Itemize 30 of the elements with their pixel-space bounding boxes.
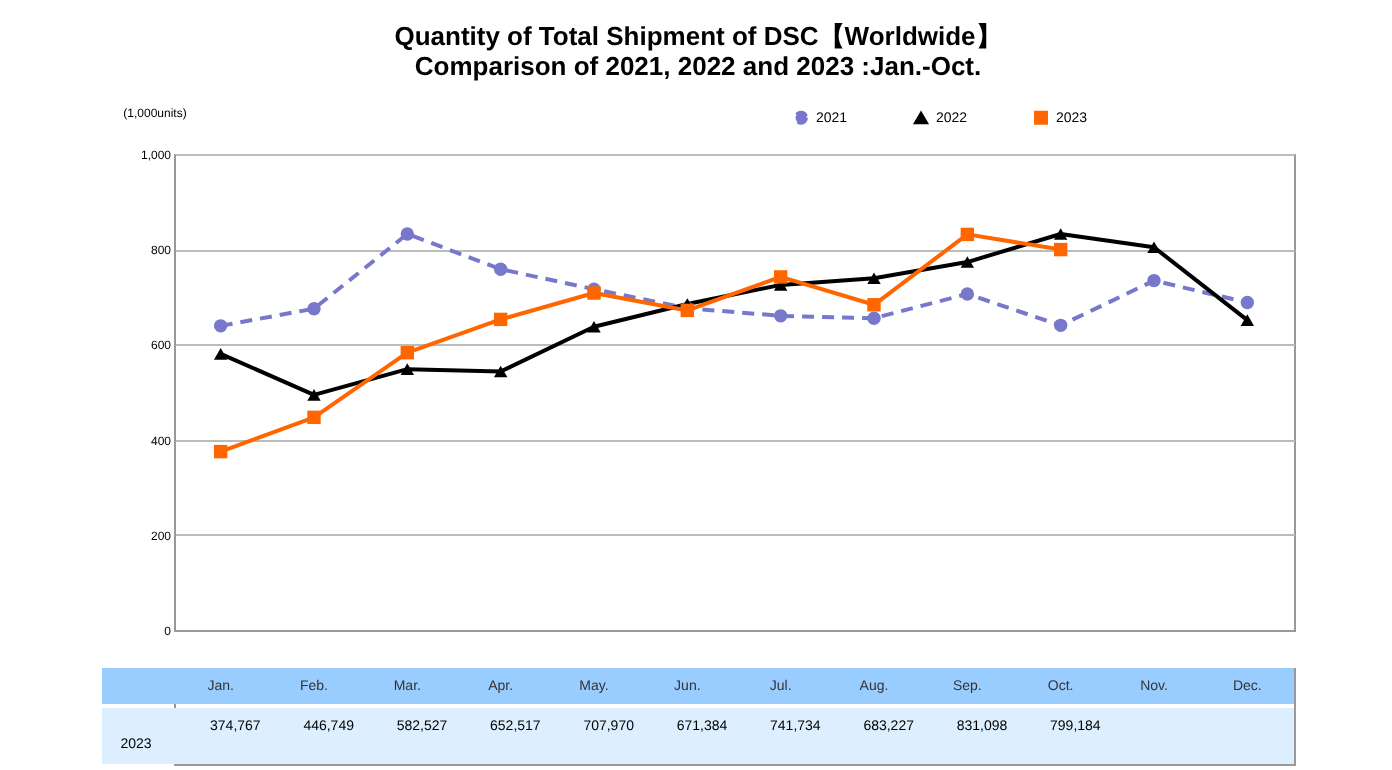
point	[400, 346, 415, 360]
point	[773, 270, 788, 284]
text: Comparison of 2021, 2022 and 2023 :Jan.-Oct.	[414, 51, 982, 81]
point	[307, 410, 321, 425]
point	[400, 363, 415, 375]
point	[773, 309, 788, 323]
point	[307, 302, 321, 316]
point	[213, 444, 228, 459]
point	[400, 227, 415, 241]
point	[493, 365, 508, 378]
point	[587, 320, 601, 333]
point	[1053, 228, 1068, 240]
point	[213, 348, 228, 360]
point	[867, 272, 881, 285]
point	[867, 298, 881, 312]
point	[1053, 242, 1068, 257]
point	[1240, 295, 1255, 310]
point	[960, 227, 975, 242]
point	[867, 311, 881, 325]
point	[493, 262, 508, 276]
point	[1147, 241, 1161, 254]
text: Quantity of Total Shipment of DSC【Worldwide】	[394, 21, 1002, 51]
point	[1240, 314, 1255, 326]
point	[307, 389, 321, 401]
point	[213, 319, 228, 333]
point	[960, 287, 975, 301]
point	[1147, 273, 1161, 288]
point	[1053, 318, 1068, 333]
point	[960, 256, 975, 268]
point	[493, 312, 508, 327]
